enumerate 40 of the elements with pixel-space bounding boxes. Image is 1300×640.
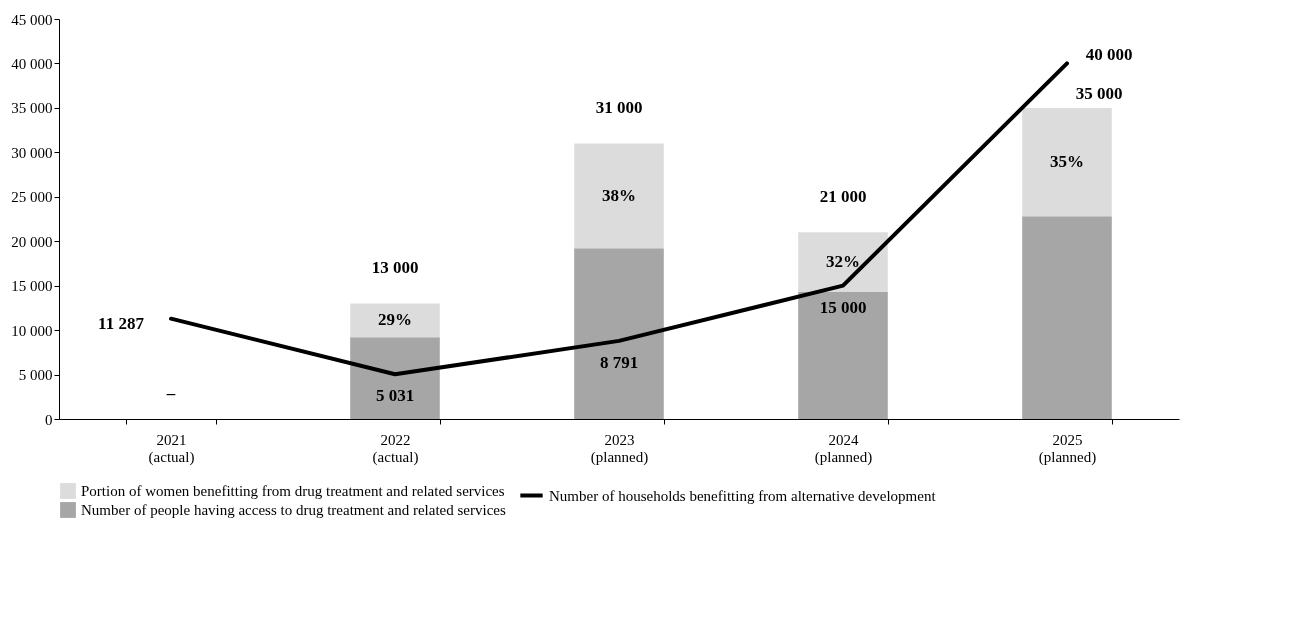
- x-tick-label: 2024 (planned): [814, 431, 873, 466]
- text: –: [166, 384, 176, 403]
- total-label: 31 000: [595, 98, 643, 118]
- y-tick-label: 40 000: [11, 55, 53, 72]
- data-label: 11 287: [98, 313, 145, 333]
- legend-label: Number of people having access to drug treatment and related services: [81, 502, 506, 518]
- y-tick-label: 25 000: [11, 189, 53, 206]
- y-tick-label: 10 000: [11, 322, 53, 339]
- x-tick-label: 2023 (planned): [590, 431, 649, 466]
- bar: [574, 143, 664, 249]
- bar: [798, 232, 888, 292]
- y-tick-label: 20 000: [11, 233, 53, 250]
- bar: [1022, 107, 1112, 217]
- total-label: 35 000: [1075, 83, 1123, 103]
- legend-label: Number of households benefitting from alternative development: [549, 487, 937, 504]
- data-label: 15 000: [819, 297, 867, 317]
- data-label: 5 031: [375, 386, 415, 406]
- annotation: 32%: [826, 252, 860, 272]
- annotation: 35%: [1050, 152, 1084, 172]
- bar: [350, 337, 440, 419]
- x-tick-label: 2021 (actual): [148, 431, 195, 466]
- y-tick-label: 35 000: [11, 100, 53, 117]
- y-tick-label: 30 000: [11, 144, 53, 161]
- bar: [798, 291, 888, 419]
- y-tick-label: 15 000: [11, 278, 53, 295]
- x-tick-label: 2022 (actual): [372, 431, 419, 466]
- bar: [1022, 216, 1112, 419]
- x-tick-label: 2025 (planned): [1038, 431, 1097, 466]
- data-label: 8 791: [599, 352, 639, 372]
- total-label: 21 000: [819, 187, 867, 207]
- y-tick-label: 5 000: [18, 367, 53, 384]
- total-label: 13 000: [371, 258, 419, 278]
- legend-label: Portion of women benefitting from drug treatment and related services: [81, 483, 505, 499]
- y-tick-label: 0: [45, 411, 53, 428]
- bar: [350, 303, 440, 338]
- annotation: 38%: [602, 185, 636, 205]
- annotation: 29%: [378, 310, 412, 330]
- bar: [574, 248, 664, 419]
- y-tick-label: 45 000: [11, 11, 53, 28]
- data-label: 40 000: [1085, 45, 1133, 65]
